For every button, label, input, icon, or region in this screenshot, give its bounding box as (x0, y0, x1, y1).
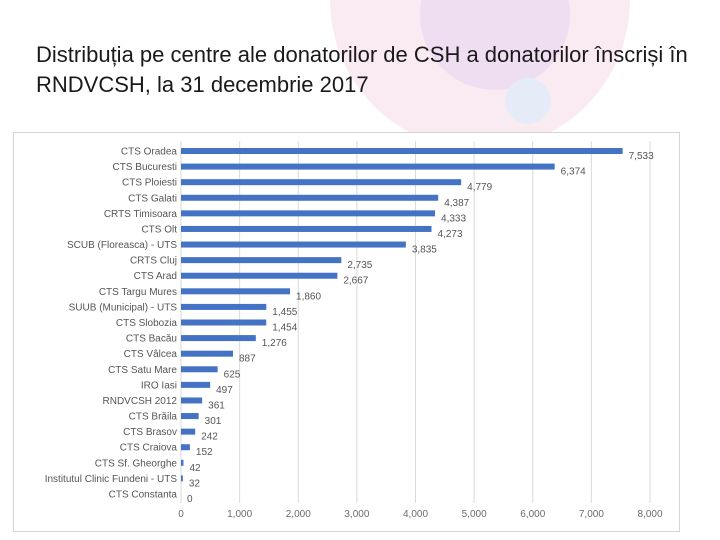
bar (181, 257, 342, 264)
bar (181, 413, 199, 420)
bar (181, 303, 267, 310)
category-label: CTS Brăila (129, 412, 178, 423)
category-label: CTS Galati (128, 193, 177, 204)
category-label: CTS Targu Mures (99, 287, 177, 298)
category-label: CTS Bacău (126, 334, 177, 345)
gridlines (180, 141, 651, 503)
value-label: 1,276 (262, 338, 287, 349)
bars (181, 148, 623, 482)
value-label: 7,533 (629, 151, 654, 162)
category-label: Institutul Clinic Fundeni - UTS (45, 474, 178, 485)
x-tick-label: 5,000 (462, 509, 487, 520)
bar (181, 241, 406, 248)
value-label: 242 (201, 432, 218, 443)
x-tick-label: 6,000 (520, 509, 545, 520)
value-label: 1,454 (272, 323, 297, 334)
value-label: 0 (187, 494, 193, 505)
value-label: 2,667 (343, 276, 368, 287)
value-label: 4,273 (438, 229, 463, 240)
x-tick-label: 4,000 (403, 509, 428, 520)
x-tick-label: 1,000 (227, 509, 252, 520)
bar (181, 350, 234, 357)
bar (181, 148, 623, 154)
bar (181, 444, 190, 451)
value-label: 32 (189, 478, 201, 489)
bar (181, 335, 256, 342)
value-label: 301 (205, 416, 222, 427)
category-label: CTS Vâlcea (124, 349, 178, 360)
x-tick-label: 7,000 (579, 509, 604, 520)
bar (181, 459, 184, 466)
slide-title: Distribuția pe centre ale donatorilor de… (36, 42, 688, 97)
value-label: 4,779 (467, 182, 492, 193)
bar (181, 366, 218, 373)
category-label: RNDVCSH 2012 (103, 396, 178, 407)
category-label: SCUB (Floreasca) - UTS (67, 240, 177, 251)
value-label: 152 (196, 447, 213, 458)
value-label: 497 (216, 385, 233, 396)
chart-container: CTS Oradea CTS Bucuresti CTS Ploiesti CTS G… (13, 132, 680, 532)
value-label: 625 (224, 369, 241, 380)
value-label: 1,860 (296, 291, 321, 302)
bar (181, 475, 183, 482)
value-label: 4,387 (444, 198, 469, 209)
value-label: 6,374 (561, 167, 586, 178)
category-label: CTS Brasov (123, 427, 177, 438)
x-tick-label: 0 (178, 509, 184, 520)
decorative-circle-blue (505, 78, 551, 124)
bar (181, 319, 267, 326)
category-label: IRO Iasi (141, 380, 177, 391)
x-tick-label: 2,000 (286, 509, 311, 520)
x-axis-ticks: 0 1,000 2,000 3,000 4,000 5,000 6,000 7,000 8,00… (178, 509, 663, 520)
category-labels: CTS Oradea CTS Bucuresti CTS Ploiesti CTS G… (45, 147, 178, 501)
value-label: 4,333 (441, 213, 466, 224)
bar (181, 272, 338, 279)
category-label: CTS Sf. Gheorghe (95, 458, 178, 469)
category-label: CTS Craiova (120, 443, 178, 454)
bar-chart: CTS Oradea CTS Bucuresti CTS Ploiesti CTS G… (45, 141, 663, 520)
bar (181, 428, 196, 435)
bar (181, 194, 439, 201)
category-label: CTS Constanta (109, 490, 178, 501)
category-label: CTS Olt (141, 224, 177, 235)
category-label: CTS Bucuresti (113, 162, 177, 173)
category-label: CTS Ploiesti (122, 178, 177, 189)
x-tick-label: 8,000 (637, 509, 662, 520)
bar (181, 210, 436, 217)
value-label: 887 (239, 354, 256, 365)
value-label: 42 (189, 463, 201, 474)
category-label: CRTS Timisoara (104, 209, 178, 220)
value-label: 1,455 (272, 307, 297, 318)
bar (181, 225, 432, 232)
bar (181, 288, 291, 295)
bar (181, 397, 203, 404)
value-label: 361 (208, 400, 225, 411)
category-label: CTS Satu Mare (108, 365, 177, 376)
bar (181, 179, 462, 186)
value-label: 3,835 (412, 245, 437, 256)
bar (181, 381, 211, 388)
category-label: CTS Slobozia (116, 318, 178, 329)
value-label: 2,735 (347, 260, 372, 271)
category-label: CTS Oradea (121, 147, 178, 158)
category-label: CTS Arad (134, 271, 177, 282)
category-label: SUUB (Municipal) - UTS (69, 302, 178, 313)
x-tick-label: 3,000 (344, 509, 369, 520)
bar (181, 163, 555, 170)
category-label: CRTS Cluj (130, 256, 177, 267)
